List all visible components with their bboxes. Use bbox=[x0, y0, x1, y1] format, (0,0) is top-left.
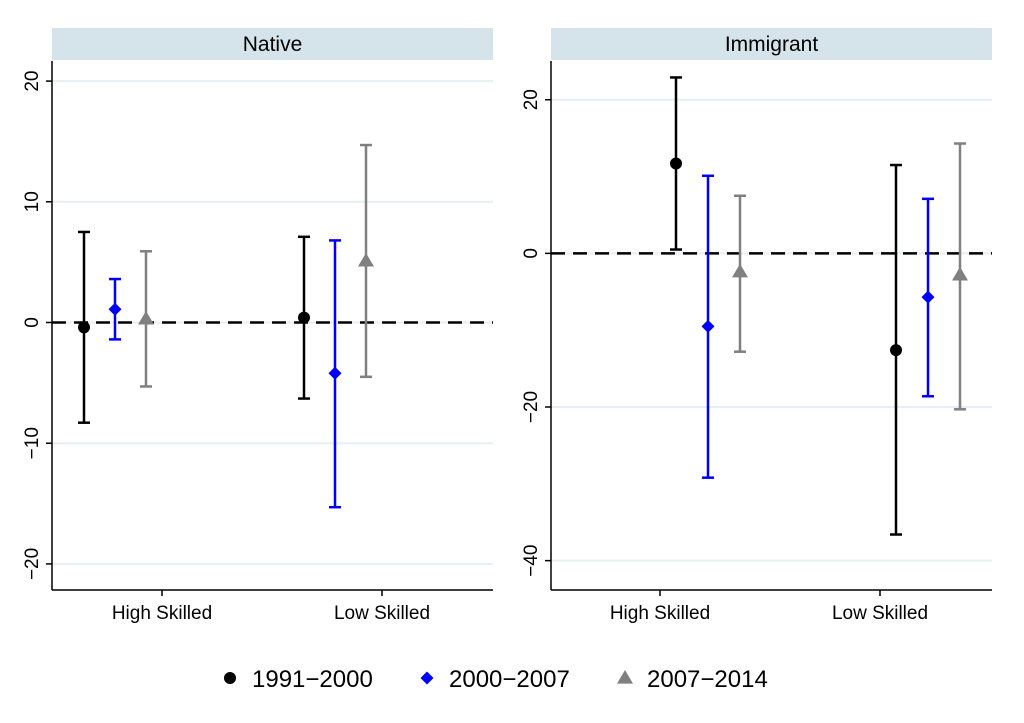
y-tick-label: −20 bbox=[22, 548, 43, 580]
y-tick-label: 20 bbox=[22, 71, 43, 92]
point-estimate-triangle bbox=[732, 263, 748, 278]
point-estimate-circle bbox=[890, 344, 902, 357]
point-estimate-diamond bbox=[108, 302, 122, 316]
legend-item-1: 2000−2007 bbox=[420, 666, 570, 693]
errorbar-1 bbox=[701, 174, 715, 479]
panel-title: Native bbox=[243, 33, 303, 56]
y-tick-label: 20 bbox=[521, 89, 542, 110]
x-category-label: High Skilled bbox=[112, 603, 212, 624]
point-estimate-circle bbox=[298, 311, 310, 324]
point-estimate-triangle bbox=[952, 266, 968, 281]
point-estimate-triangle bbox=[138, 310, 154, 325]
panel-header bbox=[52, 28, 493, 60]
legend-label: 1991−2000 bbox=[252, 666, 373, 693]
legend-item-2: 2007−2014 bbox=[617, 666, 768, 693]
legend-label: 2000−2007 bbox=[449, 666, 570, 693]
y-tick-label: −20 bbox=[521, 391, 542, 423]
point-estimate-diamond bbox=[701, 319, 715, 333]
x-category-label: High Skilled bbox=[610, 603, 710, 624]
errorbar-0 bbox=[78, 230, 90, 424]
chart-legend: 1991−2000 2000−2007 2007−2014 bbox=[224, 666, 768, 693]
y-tick-label: 0 bbox=[22, 317, 43, 328]
point-estimate-diamond bbox=[328, 366, 342, 380]
y-tick-label: 0 bbox=[521, 248, 542, 259]
panel-immigrant: Immigrant 20 0 −20 −40 High Skilled Low Skille… bbox=[521, 28, 992, 624]
legend-item-0: 1991−2000 bbox=[224, 666, 373, 693]
legend-marker-triangle bbox=[617, 670, 633, 684]
errorbar-1 bbox=[921, 197, 935, 398]
legend-marker-diamond bbox=[420, 671, 434, 685]
y-tick-label: −40 bbox=[521, 545, 542, 577]
legend-label: 2007−2014 bbox=[647, 666, 768, 693]
y-tick-label: 10 bbox=[22, 191, 43, 212]
errorbar-2 bbox=[732, 194, 748, 353]
panel-header bbox=[551, 28, 992, 60]
errorbar-1 bbox=[108, 277, 122, 341]
errorbar-0 bbox=[670, 76, 682, 251]
x-category-label: Low Skilled bbox=[334, 603, 430, 624]
point-estimate-circle bbox=[78, 321, 90, 334]
point-estimate-triangle bbox=[358, 252, 374, 267]
legend-marker-circle bbox=[224, 672, 236, 684]
errorbar-0 bbox=[298, 235, 310, 400]
x-category-label: Low Skilled bbox=[832, 603, 928, 624]
errorbar-2 bbox=[138, 250, 154, 388]
errorbar-2 bbox=[952, 142, 968, 411]
panel-native: Native 20 10 0 −10 −20 High Skilled Low Skilled bbox=[22, 28, 493, 624]
chart-panels: Native 20 10 0 −10 −20 High Skilled Low Skilled… bbox=[22, 28, 992, 624]
point-estimate-diamond bbox=[921, 290, 935, 304]
errorbar-0 bbox=[890, 163, 902, 536]
errorbar-2 bbox=[358, 143, 374, 379]
y-tick-label: −10 bbox=[22, 427, 43, 459]
errorbar-1 bbox=[328, 239, 342, 509]
panel-title: Immigrant bbox=[725, 33, 819, 56]
point-estimate-circle bbox=[670, 157, 682, 170]
